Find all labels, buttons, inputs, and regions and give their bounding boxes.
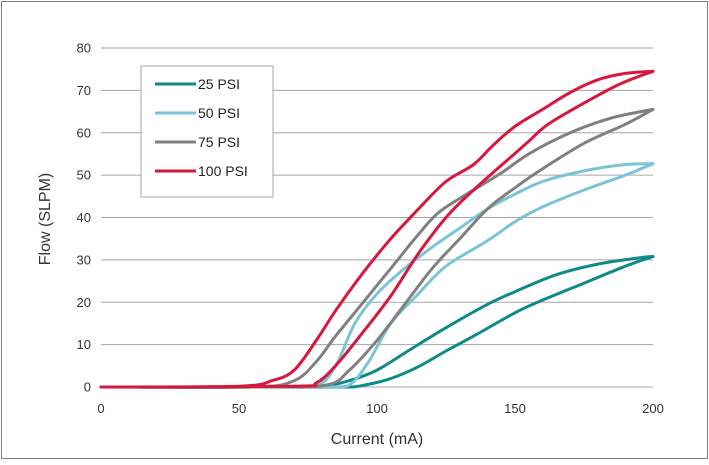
legend-label: 50 PSI <box>198 105 240 121</box>
series-line-100-psi-rising <box>99 69 655 389</box>
legend-label: 100 PSI <box>198 163 248 179</box>
x-tick-label: 50 <box>232 401 246 416</box>
legend-box <box>140 65 274 198</box>
y-axis-label: Flow (SLPM) <box>37 173 54 265</box>
y-tick-label: 50 <box>77 168 91 183</box>
y-tick-label: 40 <box>77 210 91 225</box>
y-tick-label: 80 <box>77 41 91 56</box>
series-line-100-psi-falling <box>99 69 655 389</box>
series-line-75-psi-falling <box>99 107 655 389</box>
x-tick-label: 0 <box>97 401 104 416</box>
y-tick-label: 70 <box>77 83 91 98</box>
series-lines <box>99 69 655 389</box>
x-tick-labels: 0 50 100 150 200 <box>97 401 663 416</box>
y-tick-label: 60 <box>77 125 91 140</box>
y-tick-labels: 0 10 20 30 40 50 60 70 80 <box>77 41 91 395</box>
series-line-75-psi-rising <box>99 107 655 389</box>
y-tick-label: 30 <box>77 252 91 267</box>
legend-label: 25 PSI <box>198 76 240 92</box>
y-tick-label: 0 <box>84 380 91 395</box>
x-tick-label: 100 <box>366 401 388 416</box>
legend-label: 75 PSI <box>198 134 240 150</box>
series-line-50-psi-falling <box>99 162 655 389</box>
x-tick-label: 150 <box>504 401 526 416</box>
x-tick-label: 200 <box>642 401 664 416</box>
x-axis-label: Current (mA) <box>331 431 423 448</box>
y-tick-label: 10 <box>77 337 91 352</box>
y-tick-label: 20 <box>77 295 91 310</box>
legend: 25 PSI 50 PSI 75 PSI 100 PSI <box>140 65 274 198</box>
